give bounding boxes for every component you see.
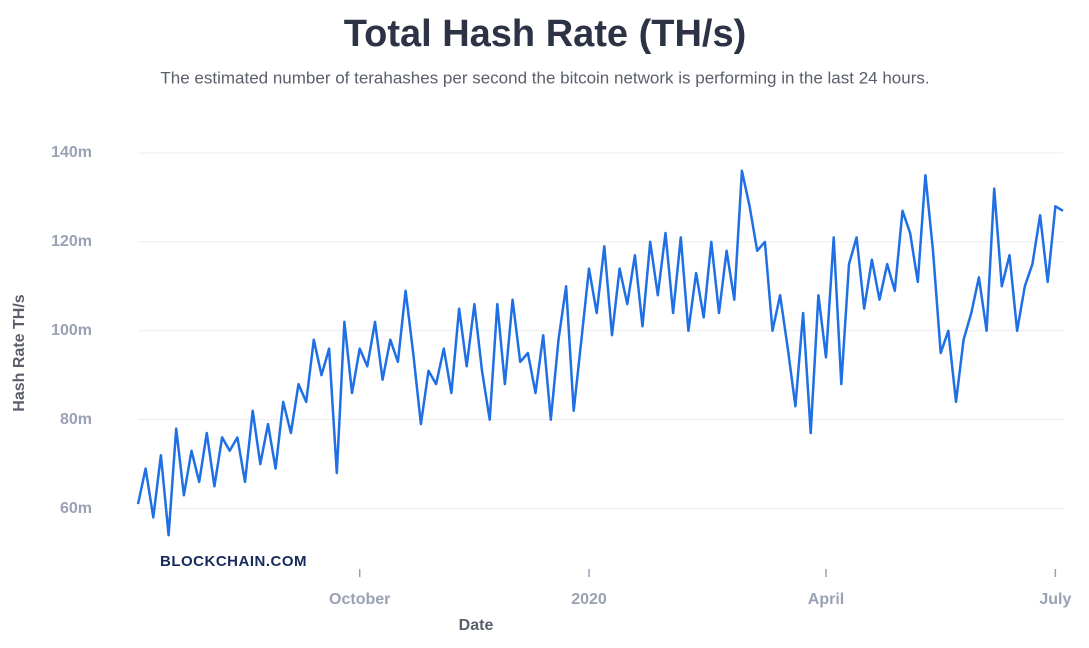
y-axis-title: Hash Rate TH/s [11, 294, 28, 411]
y-tick-label: 80m [60, 411, 92, 428]
chart-subtitle: The estimated number of terahashes per s… [160, 68, 929, 87]
watermark: BLOCKCHAIN.COM [160, 553, 307, 570]
chart-title: Total Hash Rate (TH/s) [344, 13, 747, 55]
y-tick-label: 140m [51, 144, 92, 161]
x-tick-label: 2020 [571, 591, 607, 608]
y-tick-label: 100m [51, 322, 92, 339]
y-tick-label: 120m [51, 233, 92, 250]
x-tick-label: July [1039, 591, 1071, 608]
y-tick-label: 60m [60, 500, 92, 517]
line-series [136, 169, 1064, 537]
x-tick-label: April [808, 591, 844, 608]
x-axis-title: Date [459, 617, 494, 634]
x-tick-label: October [329, 591, 390, 608]
